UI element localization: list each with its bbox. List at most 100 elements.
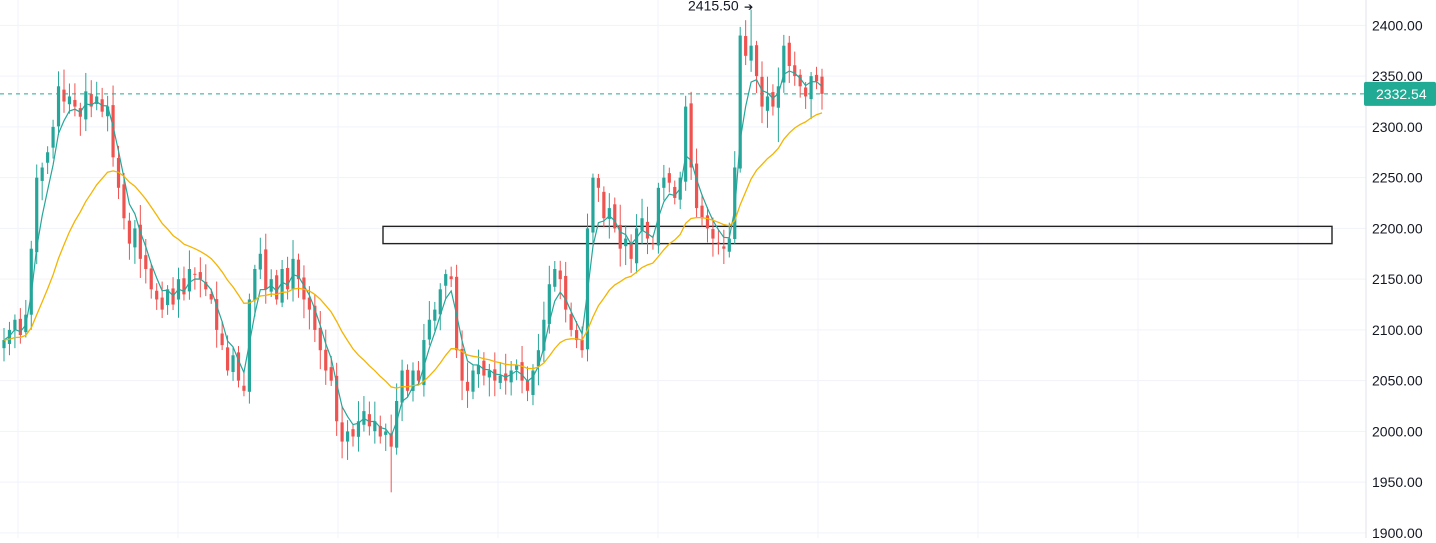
candle-body: [487, 370, 491, 378]
candle-body: [482, 360, 486, 376]
y-tick-label: 1950.00: [1372, 474, 1423, 490]
candle-body: [744, 36, 748, 56]
current-price-label: 2332.54: [1376, 86, 1427, 102]
candle-body: [29, 248, 33, 315]
candle-body: [138, 224, 142, 259]
candle-body: [307, 297, 311, 310]
candle-body: [798, 74, 802, 87]
ma-slow-line: [3, 112, 823, 389]
candle-body: [329, 367, 333, 381]
candle-body: [209, 293, 213, 300]
y-tick-label: 2300.00: [1372, 119, 1423, 135]
candle-body: [111, 105, 115, 158]
candle-body: [378, 425, 382, 437]
y-tick-label: 2000.00: [1372, 423, 1423, 439]
candle-body: [46, 152, 50, 163]
candle-body: [438, 289, 442, 315]
candle-body: [296, 259, 301, 280]
candle-body: [607, 208, 611, 219]
candle-body: [765, 96, 770, 111]
candle-body: [291, 258, 295, 289]
y-tick-label: 2350.00: [1372, 68, 1423, 84]
candle-body: [127, 220, 132, 244]
candle-body: [258, 253, 262, 270]
y-tick-label: 2250.00: [1372, 170, 1423, 186]
candle-body: [373, 421, 377, 432]
current-price-tag-bg: [1364, 81, 1436, 106]
candle-body: [542, 319, 546, 351]
candle-body: [275, 275, 279, 300]
candle-body: [760, 76, 764, 107]
candle-body: [520, 362, 524, 381]
candle-body: [471, 370, 475, 392]
candle-body: [422, 340, 426, 386]
candle-body: [618, 224, 622, 249]
candle-body: [634, 228, 639, 264]
candle-body: [575, 330, 579, 341]
candle-body: [182, 278, 186, 295]
candle-body: [662, 177, 666, 188]
candle-body: [106, 106, 110, 117]
candle-body: [749, 45, 753, 61]
candle-body: [531, 370, 535, 396]
candle-body: [449, 276, 453, 280]
candle-body: [694, 163, 699, 209]
candle-body: [215, 299, 219, 330]
candle-body: [645, 221, 650, 239]
y-tick-label: 2200.00: [1372, 220, 1423, 236]
candle-body: [302, 277, 306, 300]
candle-body: [553, 269, 557, 287]
grid-layer: [0, 0, 1366, 538]
y-tick-label: 2150.00: [1372, 271, 1423, 287]
price-axis[interactable]: 1900.00 1950.00 2000.00 2050.00 2100.00 2150.…: [1372, 17, 1423, 541]
candle-body: [738, 35, 742, 169]
candle-body: [7, 329, 12, 344]
candle-body: [35, 177, 39, 253]
candle-body: [476, 365, 481, 375]
candle-body: [220, 333, 224, 346]
candle-body: [13, 319, 17, 330]
candle-body: [351, 429, 355, 437]
candle-body: [73, 99, 77, 107]
candle-body: [395, 400, 399, 448]
candle-body: [313, 305, 317, 330]
candle-body: [67, 96, 72, 105]
candle-body: [602, 191, 606, 219]
moving-average-layer: [3, 70, 823, 438]
y-tick-label: 1900.00: [1372, 525, 1423, 538]
candle-body: [640, 218, 644, 231]
candle-body: [580, 339, 584, 351]
y-tick-label: 2050.00: [1372, 373, 1423, 389]
candle-body: [84, 91, 88, 120]
candle-body: [335, 375, 339, 422]
zone-layer: [382, 225, 1333, 245]
candle-body: [667, 173, 671, 183]
candle-body: [673, 186, 677, 198]
candle-body: [264, 249, 268, 290]
candle-body: [160, 297, 164, 310]
candle-body: [384, 431, 388, 435]
candle-body: [444, 274, 448, 286]
candle-body: [411, 370, 415, 391]
candle-body: [558, 270, 562, 280]
candle-body: [814, 74, 819, 82]
candle-body: [280, 269, 284, 303]
peak-annotation: 2415.50 ➔: [688, 0, 753, 14]
candle-body: [793, 65, 797, 77]
candle-body: [525, 380, 530, 391]
peak-annotation-label: 2415.50: [688, 0, 739, 14]
candle-body: [515, 365, 519, 370]
candle-body: [231, 355, 235, 372]
candle-body: [193, 273, 197, 275]
candle-body: [253, 269, 257, 301]
candle-body: [187, 269, 192, 292]
y-tick-label: 2400.00: [1372, 17, 1423, 33]
price-zone-box: [382, 225, 1333, 245]
candle-body: [242, 385, 246, 391]
candle-body: [225, 347, 230, 371]
candle-body: [89, 94, 93, 107]
candle-body: [771, 92, 775, 107]
candle-body: [416, 370, 421, 381]
